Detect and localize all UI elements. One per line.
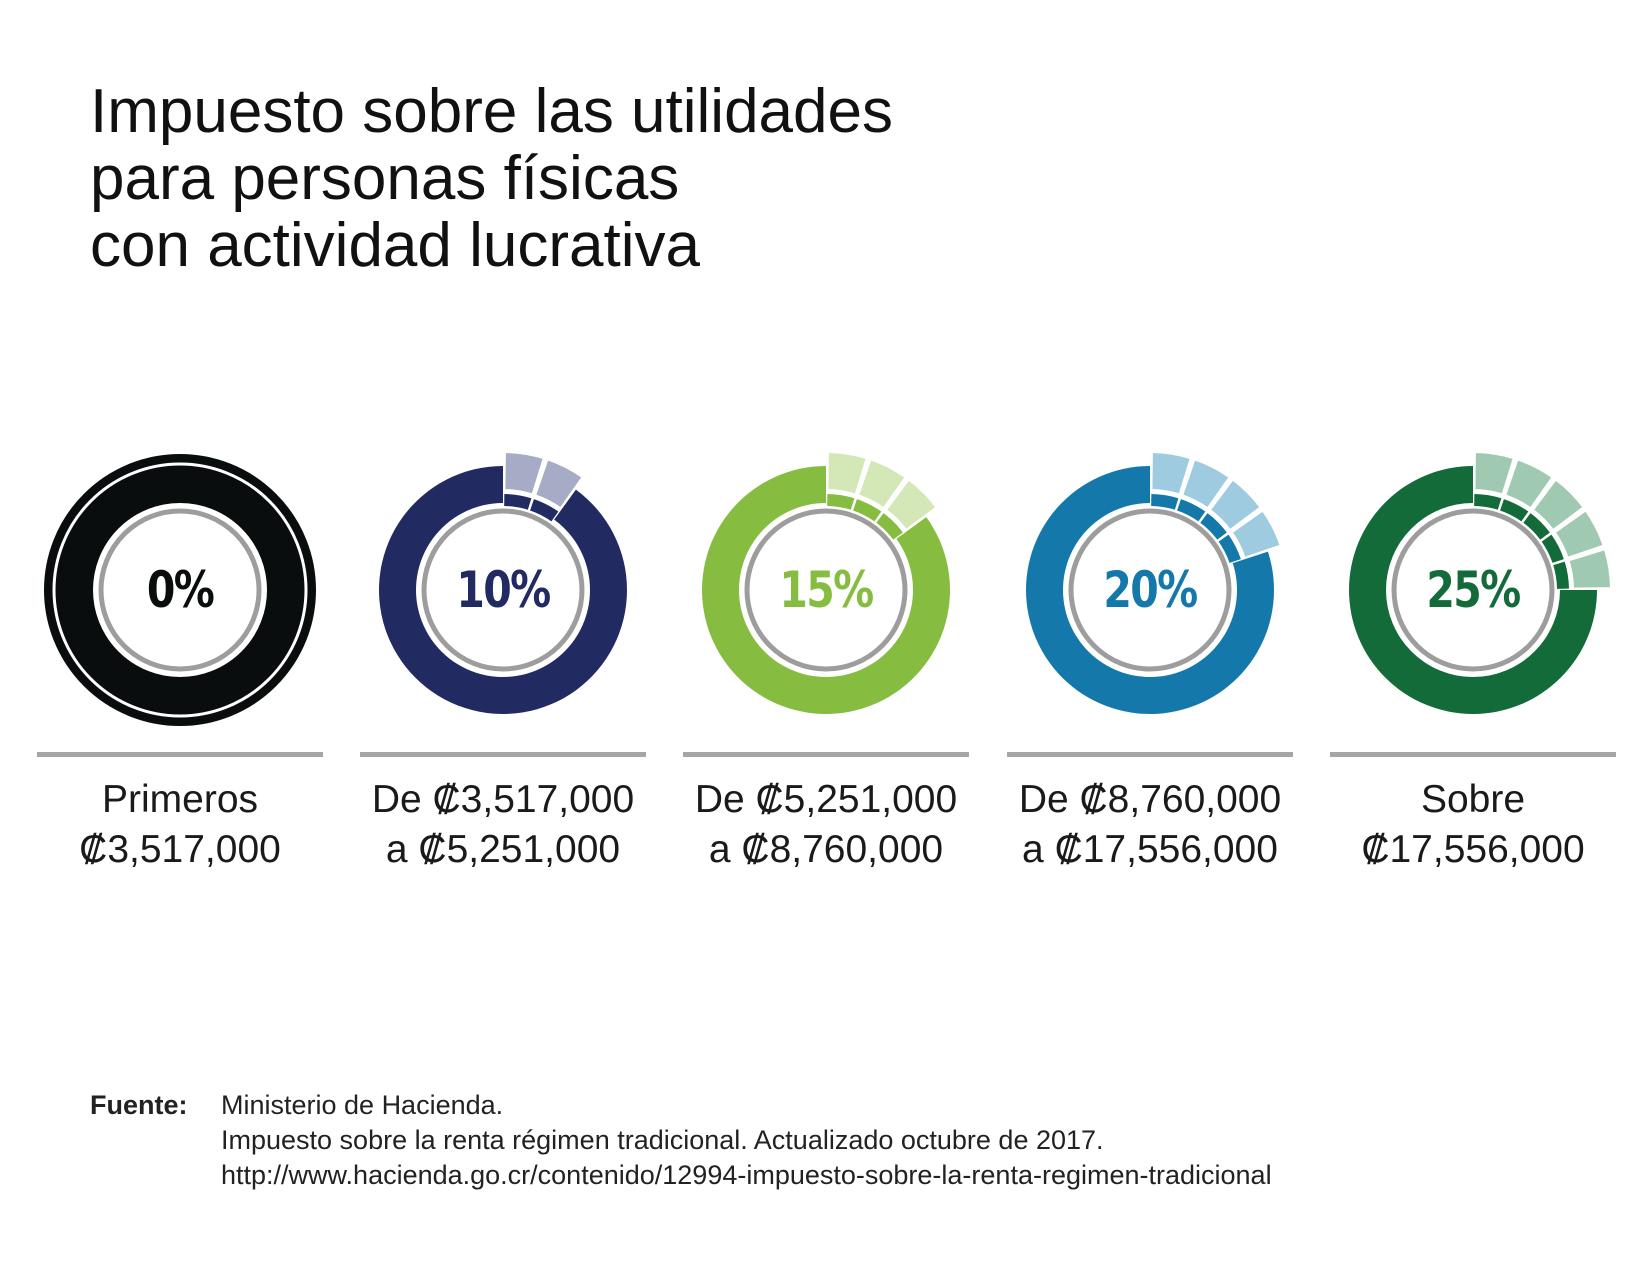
bracket-20-divider bbox=[1007, 752, 1293, 757]
bracket-0-range-line-2: ₡3,517,000 bbox=[79, 828, 281, 871]
bracket-10-inner-ring bbox=[421, 508, 585, 672]
bracket-25-segment-5 bbox=[1567, 547, 1613, 590]
chart-title: Impuesto sobre las utilidades para perso… bbox=[90, 78, 893, 279]
title-line-3: con actividad lucrativa bbox=[90, 211, 700, 280]
bracket-25-segment-tick-3 bbox=[1523, 513, 1550, 540]
bracket-25-ring bbox=[1349, 466, 1597, 714]
bracket-25-segment-tick-4 bbox=[1541, 534, 1564, 563]
bracket-20-segment-tick-1 bbox=[1151, 494, 1179, 510]
source-label: Fuente: bbox=[90, 1090, 188, 1120]
bracket-0-ring-pinstripe bbox=[52, 462, 308, 718]
bracket-25-segment-4 bbox=[1553, 509, 1605, 560]
bracket-0-divider bbox=[37, 752, 323, 757]
source-line-1: Ministerio de Hacienda. bbox=[221, 1090, 504, 1120]
bracket-20-segment-2 bbox=[1180, 458, 1231, 510]
bracket-20-segment-tick-4 bbox=[1218, 534, 1241, 563]
bracket-10-segment-tick-2 bbox=[530, 499, 559, 522]
title-line-2: para personas físicas bbox=[90, 144, 680, 213]
bracket-15-divider bbox=[683, 752, 969, 757]
bracket-10-segment-tick-1 bbox=[504, 494, 532, 510]
bracket-10-range-line-2: a ₡5,251,000 bbox=[386, 828, 620, 871]
bracket-25-inner-ring bbox=[1391, 508, 1555, 672]
bracket-15-range-line-1: De ₡5,251,000 bbox=[695, 778, 957, 821]
bracket-0-inner-ring bbox=[98, 508, 262, 672]
bracket-10-segment-1 bbox=[503, 450, 546, 496]
bracket-15-segment-tick-1 bbox=[827, 494, 855, 510]
bracket-25-rate-label: 25% bbox=[1426, 561, 1520, 619]
bracket-25-divider bbox=[1330, 752, 1616, 757]
bracket-15-segment-3 bbox=[884, 478, 938, 532]
bracket-20-segment-tick-2 bbox=[1177, 499, 1206, 522]
bracket-20-segment-1 bbox=[1150, 450, 1193, 496]
bracket-10-divider bbox=[360, 752, 646, 757]
title-line-1: Impuesto sobre las utilidades bbox=[90, 77, 894, 146]
bracket-20-ring bbox=[1026, 466, 1274, 714]
bracket-25-segment-2 bbox=[1503, 458, 1554, 510]
bracket-20-inner-ring bbox=[1068, 508, 1232, 672]
bracket-25-segment-tick-5 bbox=[1553, 561, 1569, 589]
bracket-15-inner-ring bbox=[744, 508, 908, 672]
bracket-15-segment-2 bbox=[856, 458, 907, 510]
source-line-2: Impuesto sobre la renta régimen tradicio… bbox=[221, 1125, 1104, 1155]
bracket-10-ring bbox=[379, 465, 627, 714]
bracket-15-range-line-2: a ₡8,760,000 bbox=[709, 828, 943, 871]
bracket-20-segment-tick-3 bbox=[1200, 513, 1227, 540]
bracket-20-range-line-2: a ₡17,556,000 bbox=[1022, 828, 1278, 871]
bracket-10-rate-label: 10% bbox=[456, 561, 550, 619]
bracket-20-segment-3 bbox=[1208, 478, 1262, 532]
bracket-15-segment-1 bbox=[826, 450, 869, 496]
bracket-15-segment-tick-2 bbox=[853, 499, 882, 522]
bracket-25-range-line-2: ₡17,556,000 bbox=[1361, 828, 1584, 871]
bracket-0-range-line-1: Primeros bbox=[102, 778, 258, 821]
source-line-3: http://www.hacienda.go.cr/contenido/1299… bbox=[221, 1160, 1272, 1190]
bracket-25-segment-tick-1 bbox=[1474, 494, 1502, 510]
bracket-25-segment-1 bbox=[1473, 450, 1516, 496]
bracket-0-ring bbox=[44, 454, 316, 726]
bracket-25-segment-3 bbox=[1531, 478, 1585, 532]
bracket-10-range-line-1: De ₡3,517,000 bbox=[372, 778, 634, 821]
bracket-20-range-line-1: De ₡8,760,000 bbox=[1019, 778, 1281, 821]
bracket-25-range-line-1: Sobre bbox=[1421, 778, 1525, 821]
bracket-20-rate-label: 20% bbox=[1103, 561, 1197, 619]
bracket-25-segment-tick-2 bbox=[1500, 499, 1529, 522]
bracket-15-segment-tick-3 bbox=[876, 513, 903, 540]
bracket-15-ring bbox=[702, 466, 950, 714]
bracket-0-rate-label: 0% bbox=[147, 561, 214, 619]
bracket-20-segment-4 bbox=[1230, 509, 1282, 560]
bracket-10-segment-2 bbox=[533, 458, 584, 510]
bracket-15-rate-label: 15% bbox=[779, 561, 873, 619]
